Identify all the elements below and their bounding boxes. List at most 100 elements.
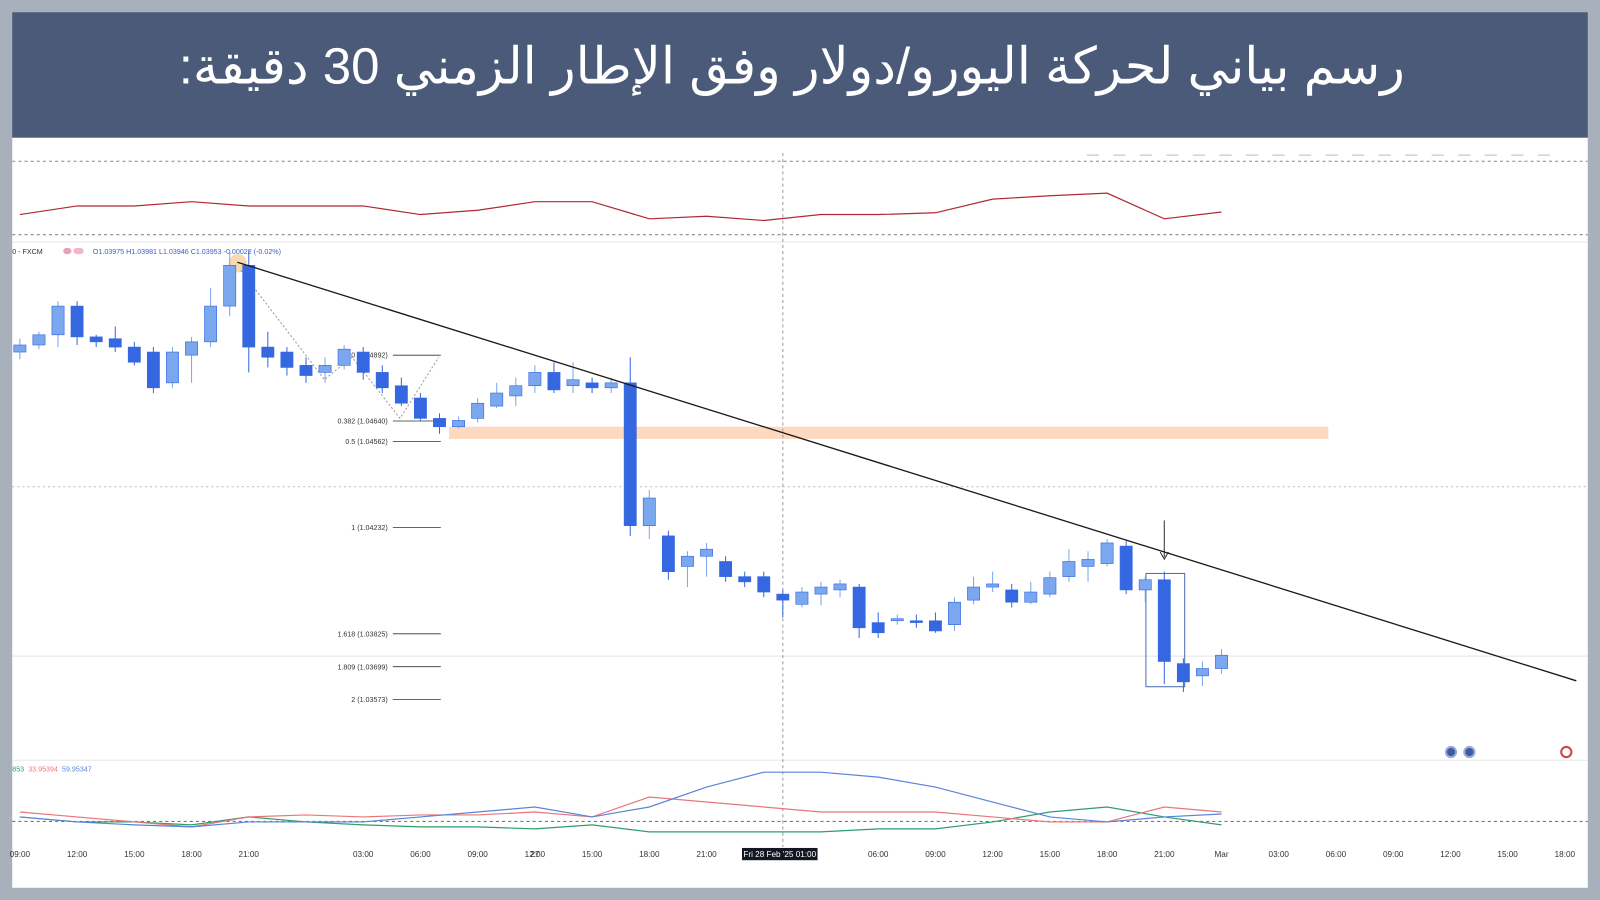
candle-body [604, 382, 618, 389]
x-tick-label: 15:00 [1040, 850, 1061, 859]
candle-body [242, 265, 256, 348]
candle-body [299, 365, 313, 376]
x-tick-label: 03:00 [1269, 850, 1290, 859]
candle-body [700, 548, 713, 557]
ohlc-legend: O1.03975 H1.03981 L1.03946 C1.03953 -0.0… [93, 248, 281, 256]
x-tick-label: 27 [530, 850, 540, 859]
indicator-value: 33.95394 [28, 765, 58, 773]
candle-body [1024, 591, 1038, 603]
zone [449, 426, 1329, 439]
fib-label: 2 (1.03573) [351, 696, 387, 704]
candle-body [70, 305, 84, 338]
candle-body [1005, 589, 1019, 603]
title-banner [12, 12, 1588, 138]
x-tick-label: 18:00 [639, 850, 660, 859]
candle-body [433, 418, 446, 428]
x-tick-label: 18:00 [181, 850, 202, 859]
x-tick-label: 18:00 [1555, 850, 1576, 859]
candle-body [261, 346, 275, 358]
candle-body [757, 576, 771, 593]
candle-body [89, 336, 103, 343]
candle-body [185, 341, 198, 356]
indicator-line [19, 796, 1222, 828]
fib-label: 0.5 (1.04562) [345, 438, 387, 446]
fib-label: 1 (1.04232) [351, 524, 387, 532]
candle-body [375, 372, 389, 389]
candle-body [776, 593, 790, 601]
x-tick-label: 06:00 [410, 850, 431, 859]
candle-body [986, 583, 1000, 588]
x-tick-label: 03:00 [353, 850, 374, 859]
candle-body [890, 618, 904, 622]
highlight-box [1145, 572, 1186, 688]
icon [63, 247, 72, 255]
x-tick-label: 21:00 [696, 850, 717, 859]
candle-body [204, 305, 218, 343]
candle-body [547, 372, 561, 391]
x-tick-label: 09:00 [1383, 850, 1404, 859]
candle-body [356, 351, 370, 373]
candle-body [318, 365, 332, 373]
indicator-line [19, 806, 1222, 833]
fib-label: 1.809 (1.03699) [337, 663, 387, 671]
candle-body [909, 620, 923, 623]
candle-body [223, 265, 237, 307]
candle-body [1043, 577, 1057, 595]
chart-area [12, 137, 1588, 888]
candle-body [413, 397, 427, 419]
candle-body [642, 497, 656, 527]
candle-body [51, 305, 65, 336]
candle-body [166, 351, 179, 384]
candle-body [32, 334, 46, 346]
candle-body [738, 576, 752, 583]
candle-body [1215, 654, 1228, 669]
candle-body [490, 392, 504, 407]
x-tick-label: 15:00 [582, 850, 603, 859]
candle-body [1062, 561, 1076, 577]
indicator-line [19, 771, 1222, 828]
candle-body [661, 535, 675, 572]
crosshair-label: Fri 28 Feb '25 01:00 [743, 850, 816, 859]
x-tick-label: 06:00 [868, 850, 889, 859]
fib-label: 1.618 (1.03825) [337, 630, 387, 638]
x-tick-label: 12:00 [67, 850, 88, 859]
event-badge [1444, 745, 1458, 759]
indicator-value: 853 [12, 765, 24, 773]
candle-body [623, 382, 637, 527]
x-tick-label: 18:00 [1097, 850, 1118, 859]
candle-body [108, 338, 122, 348]
indicator-value: 59.95347 [62, 765, 92, 773]
fib-connector [240, 270, 440, 420]
candle-body [127, 346, 141, 363]
candle-body [1119, 545, 1133, 591]
candle-body [1138, 579, 1152, 591]
candle-body [528, 372, 542, 387]
candle-body [13, 344, 27, 353]
indicator-line [19, 192, 1222, 222]
candle-body [681, 555, 694, 567]
x-tick-label: 15:00 [1497, 850, 1518, 859]
crosshair-label-bg [742, 847, 818, 861]
symbol-label: 0 - FXCM [12, 248, 43, 256]
candle-body [928, 620, 942, 632]
candle-body [795, 591, 809, 605]
x-tick-label: Mar [1215, 850, 1229, 859]
x-tick-label: 12:00 [1440, 850, 1461, 859]
candle-body [1176, 663, 1190, 683]
x-tick-label: 09:00 [10, 850, 31, 859]
icon [73, 247, 84, 255]
candle-body [719, 561, 733, 577]
x-tick-label: 06:00 [1326, 850, 1347, 859]
candle-body [1081, 559, 1095, 567]
candle-body [871, 622, 885, 634]
candle-body [1100, 542, 1114, 564]
candle-body [509, 385, 523, 397]
x-tick-label: 15:00 [124, 850, 145, 859]
x-tick-label: 12:00 [525, 850, 546, 859]
title: رسم بياني لحركة اليورو/دولار وفق الإطار … [179, 38, 1405, 97]
candle-body [146, 351, 160, 389]
candle-body [585, 382, 599, 389]
event-badge [1463, 745, 1476, 759]
